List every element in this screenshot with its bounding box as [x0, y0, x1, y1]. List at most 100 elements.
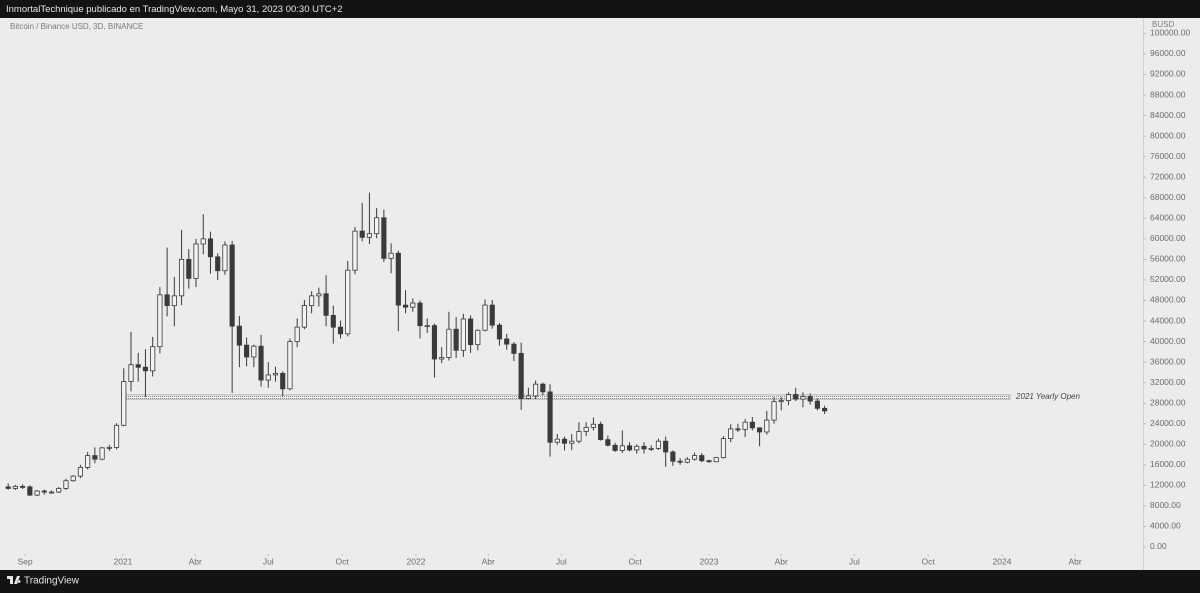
band-label: 2021 Yearly Open: [1015, 392, 1080, 401]
candle-body: [135, 364, 141, 368]
candle-body: [699, 455, 705, 462]
currency-label: BUSD: [1152, 20, 1174, 29]
candle-body: [814, 400, 820, 409]
y-tick-label: 84000.00: [1150, 110, 1186, 120]
candle-body: [359, 230, 365, 238]
y-tick-label: 68000.00: [1150, 192, 1186, 202]
x-tick-label: Jul: [556, 556, 567, 566]
candle-body: [482, 304, 488, 331]
candle-body: [785, 394, 792, 402]
candle-body: [641, 445, 647, 450]
candle-body: [56, 488, 62, 493]
candle-body: [749, 421, 755, 429]
y-tick-label: 4000.00: [1150, 521, 1181, 531]
candle-body: [395, 252, 401, 306]
candle-body: [720, 438, 727, 459]
y-tick-label: 80000.00: [1150, 130, 1186, 140]
candle-body: [337, 326, 344, 335]
candle-body: [402, 304, 409, 308]
candle-body: [77, 466, 83, 477]
x-tick-label: Oct: [336, 556, 350, 566]
candle-body: [439, 357, 445, 360]
candle-body: [569, 440, 575, 444]
candle-body: [345, 269, 351, 335]
candle-body: [171, 295, 177, 307]
candle-body: [287, 341, 293, 390]
candle-body: [460, 318, 466, 351]
candle-body: [258, 345, 264, 381]
x-tick-label: Oct: [922, 556, 936, 566]
candle-body: [807, 396, 813, 402]
candle-body: [554, 438, 560, 443]
brand: TradingView: [24, 576, 80, 587]
candle-body: [222, 244, 228, 272]
candle-body: [590, 423, 596, 428]
candle-body: [468, 318, 474, 346]
y-tick-label: 60000.00: [1150, 233, 1186, 243]
candle-body: [193, 243, 199, 279]
x-tick-label: 2024: [993, 556, 1012, 566]
candle-body: [778, 400, 784, 403]
x-tick-label: Abr: [482, 556, 495, 566]
y-tick-label: 0.00: [1150, 541, 1167, 551]
candle-body: [735, 428, 741, 431]
candle-body: [157, 294, 163, 348]
candle-body: [626, 445, 633, 451]
candle-body: [121, 381, 127, 426]
candle-body: [424, 325, 430, 328]
y-tick-label: 100000.00: [1150, 28, 1190, 38]
candle-body: [583, 426, 589, 432]
candle-body: [576, 431, 582, 442]
y-tick-label: 92000.00: [1150, 69, 1186, 79]
candle-body: [742, 421, 748, 430]
x-tick-label: Sep: [17, 556, 32, 566]
candle-body: [764, 419, 770, 433]
y-tick-label: 76000.00: [1150, 151, 1186, 161]
candle-body: [207, 238, 214, 258]
candle-body: [215, 256, 221, 272]
candle-body: [475, 329, 481, 346]
x-tick-label: 2021: [114, 556, 133, 566]
candle-body: [431, 325, 438, 360]
candle-body: [381, 217, 387, 259]
y-tick-label: 8000.00: [1150, 500, 1181, 510]
candle-body: [453, 328, 459, 351]
candle-body: [330, 314, 336, 328]
candle-body: [99, 447, 105, 460]
candle-body: [446, 328, 452, 358]
x-tick-label: Oct: [629, 556, 643, 566]
candle-body: [822, 407, 828, 412]
candle-body: [280, 372, 286, 390]
candle-body: [793, 394, 799, 400]
candle-body: [518, 352, 524, 399]
candle-body: [20, 485, 26, 488]
candle-body: [272, 372, 279, 376]
candle-body: [771, 401, 777, 421]
candle-body: [547, 391, 553, 443]
candle-body: [800, 396, 806, 400]
candle-body: [511, 343, 517, 354]
candle-body: [128, 364, 134, 383]
candle-body: [655, 440, 661, 449]
candle-body: [634, 445, 640, 451]
candle-body: [388, 252, 394, 259]
candle-body: [5, 486, 11, 489]
x-tick-label: Abr: [1068, 556, 1081, 566]
candle-body: [533, 383, 539, 397]
candle-body: [85, 455, 91, 468]
candle-body: [728, 428, 734, 440]
candle-body: [251, 345, 257, 358]
candle-body: [63, 480, 69, 489]
candle-body: [244, 344, 250, 358]
y-tick-label: 36000.00: [1150, 356, 1186, 366]
candle-body: [92, 455, 98, 460]
candle-body: [150, 346, 156, 372]
candle-body: [619, 445, 625, 451]
y-tick-label: 64000.00: [1150, 213, 1186, 223]
candle-body: [34, 490, 40, 496]
candle-body: [294, 326, 300, 342]
candle-body: [489, 304, 495, 326]
candle-body: [605, 439, 611, 446]
